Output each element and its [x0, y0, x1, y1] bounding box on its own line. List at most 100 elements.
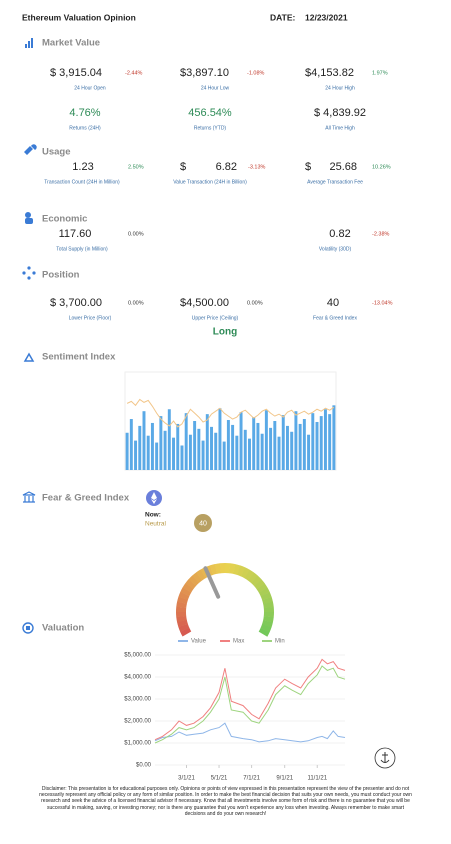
bar	[163, 430, 167, 470]
bar	[273, 421, 277, 470]
bar	[328, 414, 332, 470]
bar	[332, 405, 336, 470]
now-status: Neutral	[145, 521, 167, 528]
gauge-needle	[203, 566, 221, 599]
metric-change: 0.00%	[128, 231, 144, 237]
metric-change: -2.38%	[372, 231, 390, 237]
gauge-arc	[209, 564, 218, 575]
metric-label: Upper Price (Ceiling)	[192, 315, 239, 321]
gauge-arc	[262, 596, 273, 605]
bar	[311, 413, 315, 470]
legend-label: Min	[275, 639, 285, 645]
bar	[260, 433, 264, 470]
gauge-arc	[180, 587, 192, 597]
bar	[319, 416, 323, 470]
bar	[134, 440, 138, 470]
bar	[235, 435, 239, 470]
metric-value: $ 3,700.00	[50, 297, 102, 309]
bar	[201, 440, 205, 470]
series-line	[154, 665, 346, 744]
bar	[172, 437, 176, 470]
report-title: Ethereum Valuation Opinion	[22, 12, 136, 22]
series-line	[154, 722, 346, 743]
metric-value: 456.54%	[188, 107, 232, 119]
metric-label: Fear & Greed Index	[313, 315, 357, 321]
bar	[193, 421, 197, 470]
metric-change: 0.00%	[128, 300, 144, 306]
gauge-arc	[236, 565, 246, 577]
metric-value: $4,153.82	[305, 67, 354, 79]
bar	[239, 412, 243, 470]
x-tick-label: 5/1/21	[211, 776, 228, 782]
metric-label: 24 Hour Open	[74, 85, 106, 91]
gauge-arc	[214, 563, 222, 574]
now-label: Now:	[145, 512, 161, 519]
bar	[150, 422, 154, 470]
section-title: Market Value	[42, 38, 100, 49]
bar	[214, 432, 218, 470]
metric-label: 24 Hour High	[325, 85, 355, 91]
bar	[226, 420, 230, 470]
gauge-arc	[262, 620, 273, 628]
x-tick-label: 9/1/21	[276, 776, 293, 782]
metric-value: 0.82	[329, 228, 350, 240]
metric-change: 0.00%	[247, 300, 263, 306]
metric-label: Average Transaction Fee	[307, 179, 363, 185]
currency: $	[180, 161, 186, 173]
bar	[269, 427, 273, 470]
bar	[159, 416, 163, 470]
metric-value: $ 4,839.92	[314, 107, 366, 119]
gauge-arc	[258, 587, 270, 597]
date: 12/23/2021	[305, 12, 348, 22]
bar	[231, 424, 235, 470]
bar	[277, 436, 281, 470]
gauge-arc	[177, 619, 188, 628]
metric-change: -3.13%	[248, 164, 266, 170]
bar	[302, 419, 306, 470]
metric-label: Returns (YTD)	[194, 125, 227, 131]
metric-label: Total Supply (in Million)	[56, 246, 108, 252]
gauge-arc	[177, 596, 188, 604]
metric-change: -1.08%	[247, 70, 265, 76]
gauge-arc	[182, 582, 194, 593]
bar	[197, 428, 201, 470]
metric-label: All Time High	[325, 125, 355, 131]
gauge-arc	[229, 563, 236, 574]
metric-label: Value Transaction (24H in Billion)	[173, 179, 247, 185]
bar	[285, 425, 289, 470]
y-tick-label: $4,000.00	[124, 675, 151, 681]
bar	[222, 441, 226, 470]
chart-title: Sentiment Index	[42, 352, 116, 363]
bar	[184, 413, 188, 470]
date-label: DATE:	[270, 12, 296, 22]
y-tick-label: $3,000.00	[124, 697, 151, 703]
series-line	[154, 658, 346, 741]
chart-title: Valuation	[42, 623, 84, 634]
gauge-arc	[178, 623, 190, 632]
gauge-arc	[244, 569, 255, 581]
bar	[180, 445, 184, 470]
bar	[264, 410, 268, 470]
metric-label: Lower Price (Floor)	[69, 315, 112, 321]
gauge-arc	[263, 601, 274, 609]
position-signal: Long	[213, 327, 237, 338]
bar	[138, 425, 142, 470]
section-title: Position	[42, 270, 80, 281]
line	[126, 398, 335, 428]
bar	[298, 423, 302, 470]
x-tick-label: 11/1/21	[307, 776, 327, 782]
metric-value: 40	[327, 297, 339, 309]
bar	[146, 435, 150, 470]
gauge-arc	[196, 569, 206, 581]
y-tick-label: $2,000.00	[124, 719, 151, 725]
gauge-arc	[240, 567, 250, 579]
bar	[218, 408, 222, 470]
metric-change: 10.26%	[372, 164, 391, 170]
metric-label: Returns (24H)	[69, 125, 101, 131]
metric-value: $ 3,915.04	[50, 67, 102, 79]
metric-change: 2.50%	[128, 164, 144, 170]
metric-value: 6.82	[216, 161, 237, 173]
bar	[315, 421, 319, 470]
gauge-arc	[253, 579, 265, 590]
